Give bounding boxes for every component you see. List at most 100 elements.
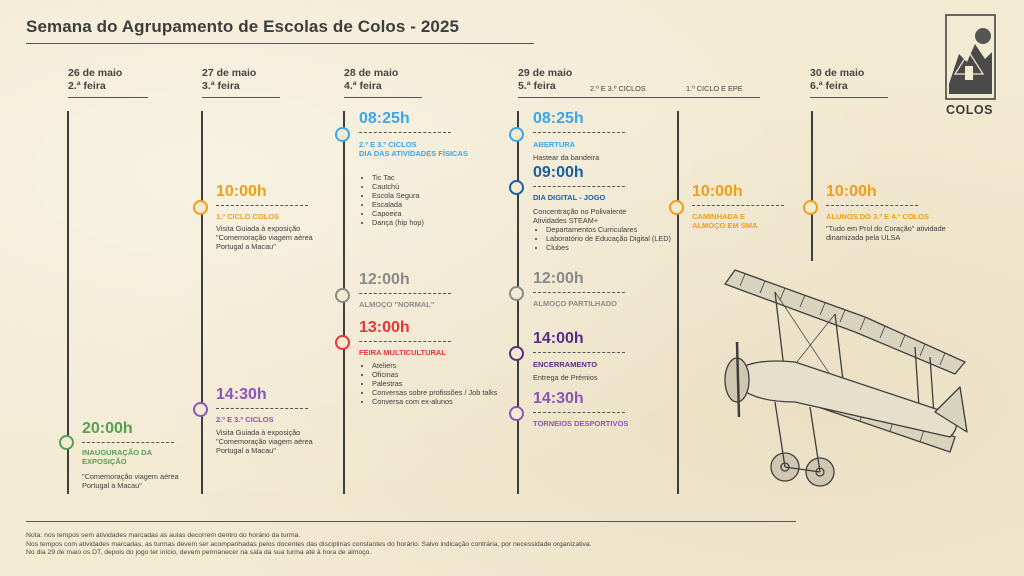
day-weekday: 4.ª feira	[344, 79, 382, 92]
event-label: ALUNOS DO 3.º E 4.º COLOS	[826, 212, 929, 221]
dashed-divider	[533, 352, 625, 353]
event-label-line: 2.º E 3.º CICLOS	[359, 140, 417, 149]
event-desc: "Comemoração viagem aérea Portugal a Mac…	[82, 472, 179, 490]
event-items: Departamentos Curriculares Laboratório d…	[533, 225, 671, 252]
timeline-dot	[335, 127, 350, 142]
colos-logo-icon	[945, 14, 996, 100]
event-label: FEIRA MULTICULTURAL	[359, 348, 446, 357]
timeline-29	[517, 111, 519, 494]
page-title: Semana do Agrupamento de Escolas de Colo…	[26, 17, 460, 36]
list-item: Oficinas	[372, 370, 512, 379]
note-line: Nota: nos tempos sem atividades marcadas…	[26, 532, 301, 539]
footer-notes: Nota: nos tempos sem atividades marcadas…	[26, 532, 592, 558]
event-desc: "Tudo em Prol do Coração" atividade dina…	[826, 224, 946, 242]
dashed-divider	[359, 293, 451, 294]
day-date: 28 de maio	[344, 67, 399, 79]
event-label: 1.º CICLO COLOS	[216, 212, 280, 221]
event-label: INAUGURAÇÃO DA EXPOSIÇÃO	[82, 448, 152, 466]
day-date: 29 de maio	[518, 67, 573, 79]
notes-divider	[26, 521, 796, 522]
event-time: 20:00h	[82, 420, 133, 437]
event-time: 08:25h	[533, 110, 584, 127]
dashed-divider	[359, 341, 451, 342]
list-item: Clubes	[546, 243, 671, 252]
event-time: 08:25h	[359, 110, 410, 127]
timeline-dot	[59, 435, 74, 450]
list-item: Conversa com ex-alunos	[372, 397, 512, 406]
timeline-dot	[669, 200, 684, 215]
day-date: 26 de maio	[68, 67, 123, 79]
event-time: 13:00h	[359, 319, 410, 336]
timeline-dot	[509, 346, 524, 361]
event-time: 10:00h	[216, 183, 267, 200]
list-item: Capoeira	[372, 209, 492, 218]
dashed-divider	[826, 205, 918, 206]
day-header-30: 30 de maio 6.ª feira	[810, 67, 864, 92]
list-item: Conversas sobre profissões / Job talks	[372, 388, 512, 397]
event-time: 14:30h	[533, 390, 584, 407]
day-rule	[68, 97, 148, 98]
day-weekday: 5.ª feira	[518, 79, 556, 92]
timeline-dot	[335, 288, 350, 303]
list-item: Cautchú	[372, 182, 492, 191]
note-line: No dia 29 de maio os DT, depois do jogo …	[26, 549, 372, 557]
timeline-29-1ciclo	[677, 111, 679, 494]
timeline-26	[67, 111, 69, 494]
dashed-divider	[359, 132, 451, 133]
event-desc: Entrega de Prémios	[533, 373, 598, 382]
event-label: ALMOÇO PARTILHADO	[533, 299, 618, 308]
day-rule	[202, 97, 280, 98]
list-item: Escalada	[372, 200, 492, 209]
list-item: Laboratório de Educação Digital (LED)	[546, 234, 671, 243]
day-weekday: 6.ª feira	[810, 79, 848, 92]
event-items: Ateliers Oficinas Palestras Conversas so…	[359, 361, 512, 406]
timeline-dot	[193, 200, 208, 215]
subgroup-label-1-ciclo-epe: 1.º CICLO E EPE	[686, 84, 743, 93]
timeline-dot	[193, 402, 208, 417]
day-header-29: 29 de maio 5.ª feira	[518, 67, 572, 92]
timeline-27	[201, 111, 203, 494]
day-header-26: 26 de maio 2.ª feira	[68, 67, 122, 92]
event-desc: Visita Guiada à exposição "Comemoração v…	[216, 428, 313, 455]
day-rule	[810, 97, 888, 98]
day-rule	[344, 97, 422, 98]
event-label: ALMOÇO "NORMAL"	[359, 300, 435, 309]
note-line: Nos tempos com atividades marcadas, as t…	[26, 540, 592, 548]
event-desc: Concentração no Polivalente Atividades S…	[533, 207, 627, 225]
dashed-divider	[216, 205, 308, 206]
dashed-divider	[533, 132, 625, 133]
dashed-divider	[692, 205, 784, 206]
day-weekday: 3.ª feira	[202, 79, 240, 92]
event-label: ABERTURA	[533, 140, 576, 149]
logo-text: COLOS	[946, 103, 993, 117]
event-label: DIA DIGITAL - JOGO	[533, 193, 606, 202]
list-item: Departamentos Curriculares	[546, 225, 671, 234]
event-desc: Visita Guiada à exposição "Comemoração v…	[216, 224, 313, 251]
event-time: 14:30h	[216, 386, 267, 403]
timeline-dot	[803, 200, 818, 215]
event-time: 14:00h	[533, 330, 584, 347]
event-time: 10:00h	[826, 183, 877, 200]
day-header-28: 28 de maio 4.ª feira	[344, 67, 398, 92]
list-item: Tic Tac	[372, 173, 492, 182]
title-underline	[26, 43, 534, 44]
day-header-27: 27 de maio 3.ª feira	[202, 67, 256, 92]
subgroup-label-2-3-ciclos: 2.º E 3.º CICLOS	[590, 84, 646, 93]
dashed-divider	[216, 408, 308, 409]
day-rule	[518, 97, 760, 98]
event-time: 12:00h	[359, 271, 410, 288]
day-date: 30 de maio	[810, 67, 865, 79]
dashed-divider	[533, 186, 625, 187]
event-label: ENCERRAMENTO	[533, 360, 598, 369]
list-item: Escola Segura	[372, 191, 492, 200]
day-date: 27 de maio	[202, 67, 257, 79]
list-item: Palestras	[372, 379, 512, 388]
event-time: 09:00h	[533, 164, 584, 181]
timeline-dot	[509, 406, 524, 421]
event-label-line: DIA DAS ATIVIDADES FÍSICAS	[359, 149, 468, 158]
timeline-dot	[335, 335, 350, 350]
event-time: 12:00h	[533, 270, 584, 287]
timeline-dot	[509, 286, 524, 301]
event-time: 10:00h	[692, 183, 743, 200]
